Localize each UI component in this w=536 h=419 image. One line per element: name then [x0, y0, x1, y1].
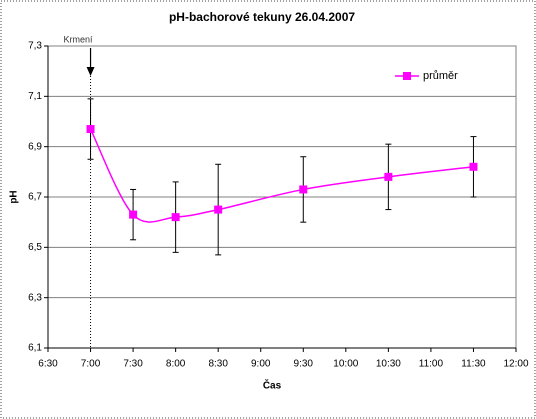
x-tick-label: 6:30 [38, 359, 58, 370]
y-tick-label: 6,3 [28, 292, 42, 303]
marker [171, 213, 180, 222]
annotation-text: Krmení [64, 34, 94, 44]
annotation-arrowhead [86, 67, 95, 76]
marker [299, 185, 308, 194]
marker [384, 172, 393, 181]
marker [214, 205, 223, 214]
marker [129, 210, 138, 219]
y-tick-label: 6,5 [28, 242, 42, 253]
x-tick-label: 10:30 [376, 359, 401, 370]
x-tick-label: 7:30 [123, 359, 143, 370]
x-tick-label: 10:00 [333, 359, 358, 370]
y-tick-label: 7,3 [28, 41, 42, 52]
x-tick-label: 11:30 [461, 359, 486, 370]
marker [86, 125, 95, 134]
x-tick-label: 8:00 [166, 359, 186, 370]
legend-marker [403, 72, 411, 80]
x-tick-label: 9:00 [251, 359, 271, 370]
x-tick-label: 11:00 [419, 359, 444, 370]
chart-title: pH-bachorové tekuny 26.04.2007 [169, 10, 355, 24]
y-axis-label: pH [9, 190, 20, 203]
marker [469, 162, 478, 171]
x-tick-label: 8:30 [208, 359, 228, 370]
x-tick-label: 9:30 [294, 359, 314, 370]
x-tick-label: 12:00 [503, 359, 528, 370]
y-tick-label: 6,7 [28, 192, 42, 203]
legend-label: průměr [423, 70, 458, 82]
y-tick-label: 6,9 [28, 141, 42, 152]
y-tick-label: 7,1 [28, 91, 42, 102]
y-tick-label: 6,1 [28, 343, 42, 354]
x-axis-label: Čas [263, 379, 282, 392]
x-tick-label: 7:00 [81, 359, 101, 370]
